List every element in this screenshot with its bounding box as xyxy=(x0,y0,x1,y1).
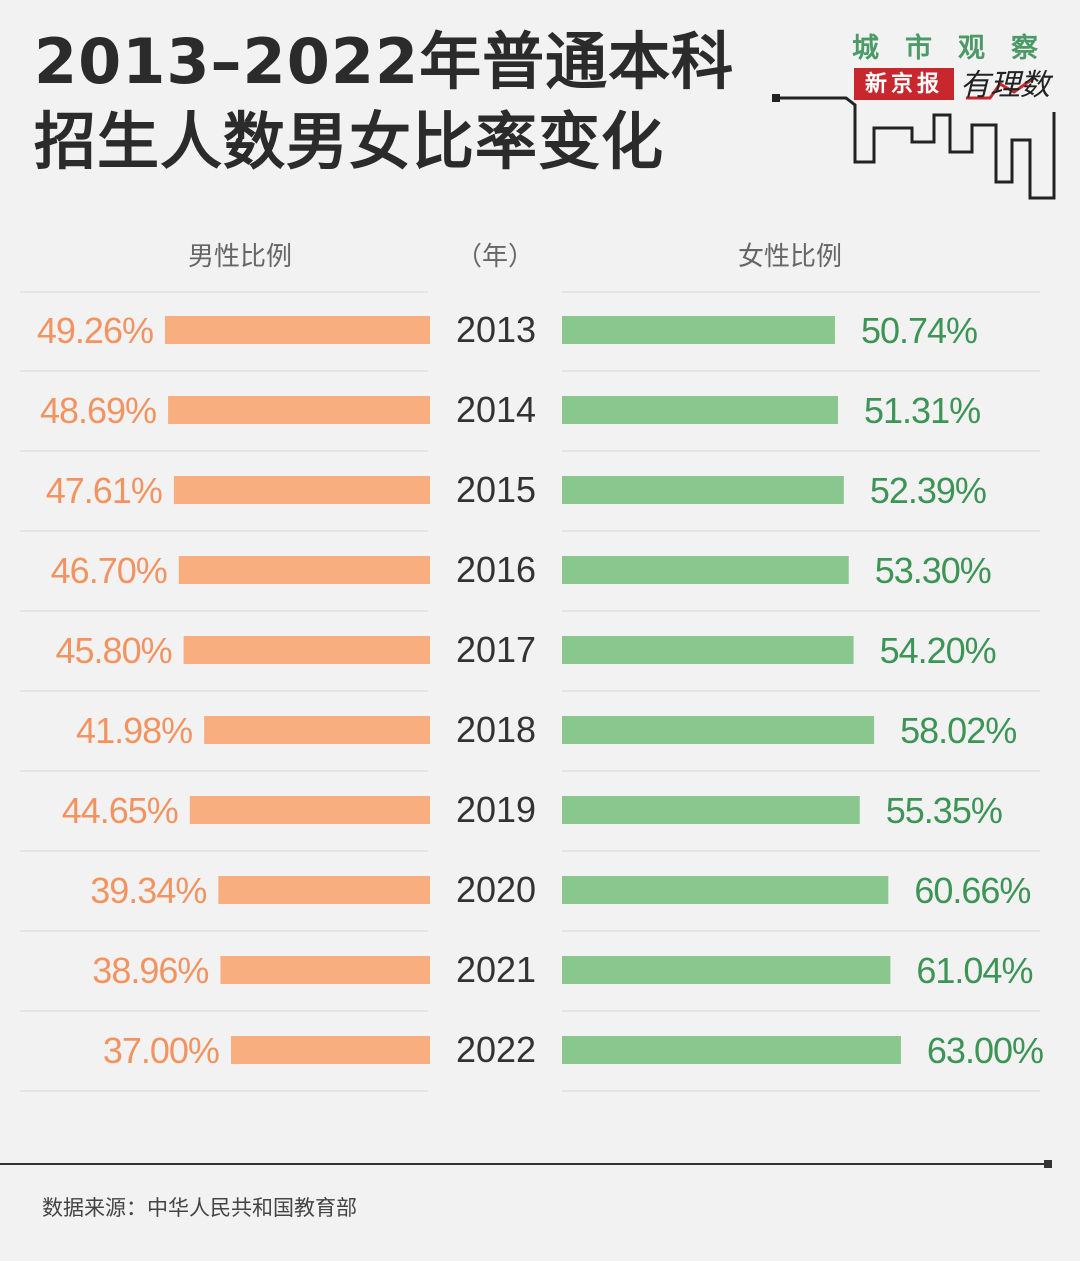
page-title: 2013–2022年普通本科 招生人数男女比率变化 xyxy=(34,22,754,182)
data-source: 数据来源：中华人民共和国教育部 xyxy=(42,1196,357,1220)
male-value-label: 49.26% xyxy=(37,310,153,351)
female-bar xyxy=(562,956,891,984)
skyline-logo-art xyxy=(772,76,1056,200)
male-bar xyxy=(173,476,430,504)
male-value-label: 46.70% xyxy=(51,550,167,591)
year-label: 2017 xyxy=(456,629,536,670)
year-label: 2022 xyxy=(456,1029,536,1070)
year-label: 2015 xyxy=(456,469,536,510)
female-value-label: 51.31% xyxy=(864,390,980,431)
female-value-label: 61.04% xyxy=(916,950,1032,991)
female-value-label: 53.30% xyxy=(875,550,991,591)
male-bar xyxy=(178,556,430,584)
year-label: 2018 xyxy=(456,709,536,750)
year-label: 2013 xyxy=(456,309,536,350)
year-column-header: （年） xyxy=(455,242,534,272)
female-bar xyxy=(562,556,849,584)
footer-divider xyxy=(0,1163,1046,1165)
male-bar xyxy=(218,876,430,904)
male-bar xyxy=(204,716,430,744)
title-line-1: 2013–2022年普通本科 xyxy=(34,25,735,98)
male-bar xyxy=(168,396,430,424)
female-value-label: 52.39% xyxy=(870,470,986,511)
male-column-header: 男性比例 xyxy=(187,242,292,272)
title-line-2: 招生人数男女比率变化 xyxy=(34,105,665,178)
year-label: 2019 xyxy=(456,789,536,830)
ratio-bar-chart: 49.26% 2013 50.74% 48.69% 2014 51.31% 47.61% 20… xyxy=(20,291,1044,1092)
female-bar xyxy=(562,476,844,504)
brand-newspaper-badge: 新京报 xyxy=(854,68,954,100)
male-bar xyxy=(183,636,430,664)
female-value-label: 58.02% xyxy=(900,710,1016,751)
male-value-label: 41.98% xyxy=(76,710,192,751)
female-bar xyxy=(562,796,860,824)
female-bar xyxy=(562,716,875,744)
male-bar xyxy=(220,956,430,984)
male-value-label: 44.65% xyxy=(62,790,178,831)
male-bar xyxy=(230,1036,430,1064)
male-bar xyxy=(165,316,430,344)
male-value-label: 37.00% xyxy=(103,1030,219,1071)
female-value-label: 54.20% xyxy=(880,630,996,671)
female-value-label: 60.66% xyxy=(914,870,1030,911)
male-value-label: 48.69% xyxy=(40,390,156,431)
female-bar xyxy=(562,396,839,424)
male-bar xyxy=(189,796,430,824)
female-column-header: 女性比例 xyxy=(737,242,842,272)
year-label: 2020 xyxy=(456,869,536,910)
brand-column-name: 有理数 xyxy=(960,68,1050,103)
year-label: 2021 xyxy=(456,949,536,990)
female-value-label: 55.35% xyxy=(886,790,1002,831)
female-bar xyxy=(562,1036,901,1064)
female-bar xyxy=(562,316,835,344)
footer-divider-dot xyxy=(1044,1160,1052,1168)
female-value-label: 63.00% xyxy=(927,1030,1043,1071)
male-value-label: 47.61% xyxy=(46,470,162,511)
male-value-label: 38.96% xyxy=(92,950,208,991)
male-value-label: 39.34% xyxy=(90,870,206,911)
female-bar xyxy=(562,636,854,664)
brand-city-observe: 城市观察 xyxy=(852,33,1064,64)
year-label: 2014 xyxy=(456,389,536,430)
year-label: 2016 xyxy=(456,549,536,590)
female-value-label: 50.74% xyxy=(861,310,977,351)
female-bar xyxy=(562,876,889,904)
male-value-label: 45.80% xyxy=(56,630,172,671)
